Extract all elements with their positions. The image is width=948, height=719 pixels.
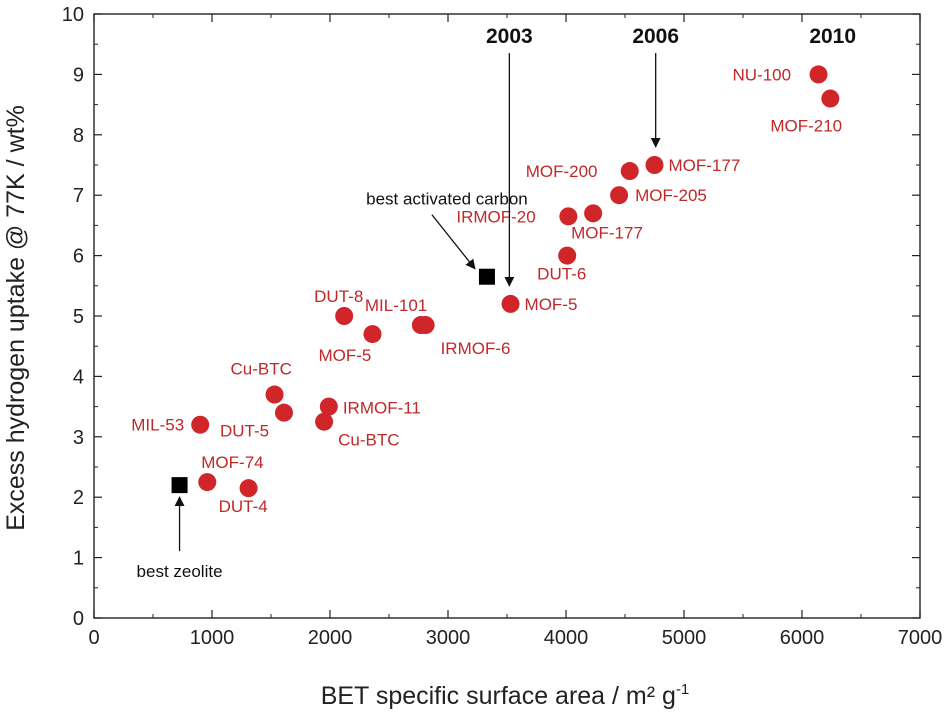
point-label: IRMOF-6 [441,339,511,358]
reference-label: best activated carbon [366,190,528,209]
y-tick-label: 5 [73,306,84,328]
x-axis-title-exponent: -1 [676,681,689,698]
point-label: MOF-5 [318,346,371,365]
data-point-mof [265,385,284,404]
data-point-mof [416,316,435,335]
x-tick-label: 4000 [544,627,589,649]
data-point-reference [478,268,495,285]
data-point-mof [191,415,210,434]
y-tick-label: 9 [73,64,84,86]
point-label: Cu-BTC [338,431,399,450]
x-tick-label: 2000 [308,627,353,649]
data-point-mof [239,479,258,498]
data-point-mof [610,186,629,205]
point-label: MOF-5 [525,295,578,314]
y-tick-label: 6 [73,246,84,268]
axes: 0 1000 2000 3000 4000 5000 6000 7000 0 1 2 3 4 5 6 7 8 9 1… [62,4,943,649]
point-label: MOF-74 [201,453,263,472]
data-point-mof [559,207,578,226]
x-tick-label: 6000 [780,627,825,649]
data-points [171,65,840,498]
point-label: MOF-200 [526,162,598,181]
data-point-mof [335,307,354,325]
point-label: DUT-5 [220,422,269,441]
year-label: 2006 [632,25,679,48]
y-tick-label: 8 [73,125,84,147]
year-label: 2003 [486,25,533,48]
x-tick-label: 1000 [190,627,235,649]
reference-label: best zeolite [137,562,223,581]
data-point-mof [821,89,840,108]
y-tick-label: 2 [73,487,84,509]
point-label: NU-100 [733,65,792,84]
y-tick-label: 0 [73,608,84,630]
data-point-mof [274,403,293,422]
x-tick-label: 0 [88,627,99,649]
carbon-arrow [431,214,476,270]
plot-frame [93,13,921,619]
x-tick-label: 5000 [662,627,707,649]
data-point-mof [315,412,334,431]
point-labels: MIL-53 MOF-74 DUT-4 Cu-BTC DUT-5 Cu-BTC IRMOF-… [131,25,856,581]
data-point-mof [584,204,603,223]
data-point-mof [501,294,520,313]
data-point-mof [363,325,382,344]
point-label: Cu-BTC [231,360,292,379]
data-point-mof [645,156,664,174]
x-tick-label: 7000 [898,627,943,649]
data-point-mof [319,397,338,416]
year-label: 2010 [809,25,856,48]
y-tick-label: 4 [73,366,84,388]
data-point-mof [558,246,577,265]
point-label: DUT-4 [219,497,268,516]
y-axis-title: Excess hydrogen uptake @ 77K / wt% [2,105,30,531]
point-label: IRMOF-11 [343,399,421,418]
point-label: MOF-210 [770,117,842,136]
data-point-mof [198,473,217,492]
y-tick-label: 1 [73,548,84,570]
x-axis-title: BET specific surface area / m² g-1 [321,681,690,710]
y-tick-label: 10 [62,4,84,26]
data-point-mof [809,65,828,84]
point-label: MOF-177 [571,223,643,242]
point-label: MOF-177 [669,156,741,175]
x-tick-label: 3000 [426,627,471,649]
data-point-reference [171,477,188,494]
y-tick-label: 3 [73,427,84,449]
point-label: MOF-205 [635,186,707,205]
point-label: MIL-101 [365,296,427,315]
point-label: MIL-53 [131,416,184,435]
point-label: DUT-8 [314,287,363,306]
point-label: DUT-6 [537,265,586,284]
point-label: IRMOF-20 [456,207,535,226]
x-axis-title-main: BET specific surface area / m² g [321,682,676,710]
y-tick-label: 7 [73,185,84,207]
data-point-mof [620,162,639,181]
